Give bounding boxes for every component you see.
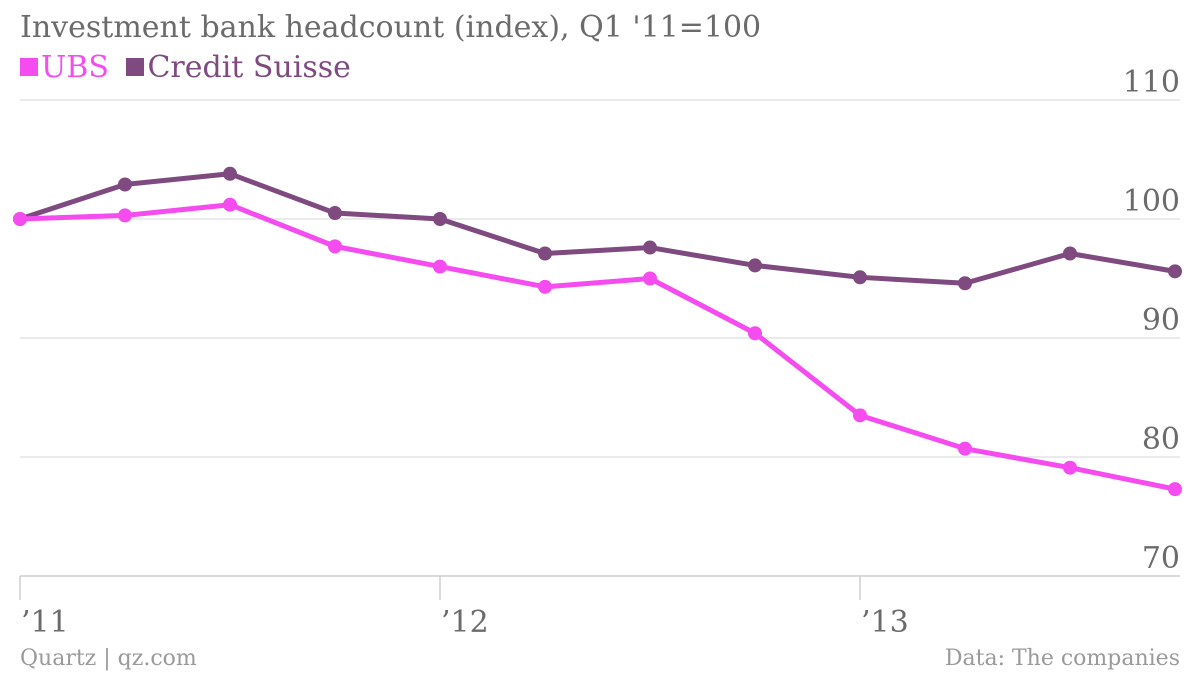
legend-swatch-ubs bbox=[20, 58, 38, 76]
data-point-credit-suisse bbox=[328, 206, 342, 221]
data-point-ubs bbox=[853, 408, 867, 423]
data-point-credit-suisse bbox=[433, 212, 447, 226]
data-point-ubs bbox=[1168, 482, 1182, 497]
data-point-credit-suisse bbox=[1063, 246, 1077, 261]
data-point-credit-suisse bbox=[853, 270, 867, 285]
data-point-credit-suisse bbox=[223, 166, 237, 181]
data-point-ubs bbox=[958, 441, 972, 456]
data-point-ubs bbox=[1063, 460, 1077, 475]
y-tick-label: 70 bbox=[1142, 541, 1180, 576]
x-tick-label: ’12 bbox=[441, 605, 489, 640]
data-point-credit-suisse bbox=[958, 276, 972, 291]
y-axis-ticks: 70 80 90 100 110 bbox=[1123, 65, 1180, 576]
data-point-ubs bbox=[748, 326, 762, 341]
x-tick-label: ’11 bbox=[21, 605, 69, 640]
data-source: Data: The companies bbox=[944, 646, 1180, 671]
y-tick-label: 80 bbox=[1142, 422, 1180, 457]
gridlines bbox=[20, 99, 1180, 577]
data-point-credit-suisse bbox=[1168, 264, 1182, 279]
data-point-ubs bbox=[433, 259, 447, 274]
legend-item-ubs: UBS bbox=[20, 50, 109, 85]
series-line-ubs bbox=[17, 202, 1178, 492]
series-lines bbox=[13, 166, 1182, 497]
chart-title: Investment bank headcount (index), Q1 '1… bbox=[20, 10, 762, 45]
series-line-credit-suisse bbox=[17, 171, 1178, 286]
y-tick-label: 90 bbox=[1142, 303, 1180, 338]
data-point-ubs bbox=[13, 212, 27, 226]
y-tick-label: 110 bbox=[1123, 65, 1180, 100]
source-credit: Quartz | qz.com bbox=[20, 646, 197, 671]
data-point-credit-suisse bbox=[538, 246, 552, 261]
legend: UBS Credit Suisse bbox=[20, 50, 359, 85]
data-point-ubs bbox=[643, 271, 657, 286]
legend-label-credit-suisse: Credit Suisse bbox=[147, 50, 351, 85]
legend-item-credit-suisse: Credit Suisse bbox=[126, 50, 351, 85]
data-point-ubs bbox=[538, 279, 552, 294]
data-point-ubs bbox=[223, 197, 237, 212]
x-axis-ticks: ’11 ’12 ’13 bbox=[19, 576, 909, 640]
legend-label-ubs: UBS bbox=[41, 50, 109, 85]
data-point-credit-suisse bbox=[643, 240, 657, 255]
data-point-credit-suisse bbox=[748, 258, 762, 273]
data-point-ubs bbox=[118, 208, 132, 223]
x-tick-label: ’13 bbox=[861, 605, 909, 640]
y-tick-label: 100 bbox=[1123, 184, 1180, 219]
data-point-credit-suisse bbox=[118, 177, 132, 192]
data-point-ubs bbox=[328, 239, 342, 254]
legend-swatch-credit-suisse bbox=[126, 58, 145, 76]
